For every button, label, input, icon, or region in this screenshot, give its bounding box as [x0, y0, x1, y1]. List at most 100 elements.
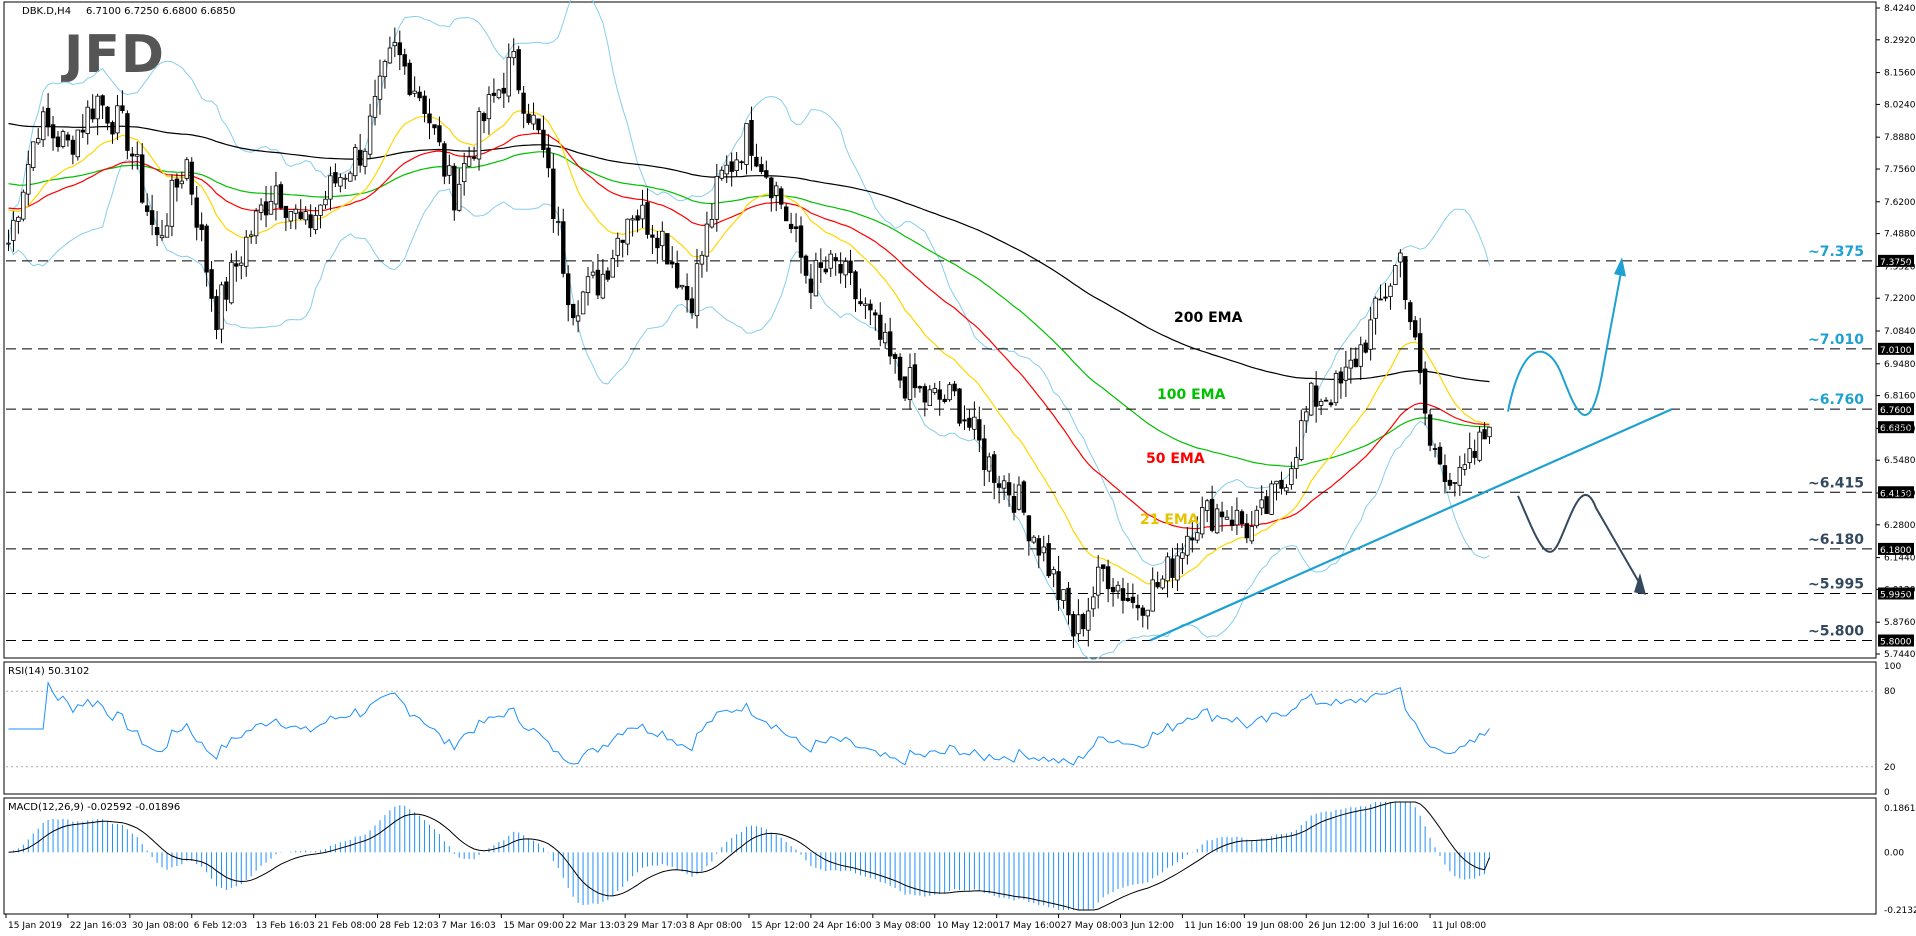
candle-body — [1195, 532, 1200, 541]
level-label: ~6.760 — [1808, 392, 1864, 408]
candle-body — [541, 129, 546, 151]
candle-body — [684, 285, 690, 301]
candle-body — [1294, 457, 1299, 469]
candle-body — [278, 184, 284, 209]
candle-body — [1214, 508, 1220, 534]
candle-body — [308, 214, 313, 229]
level-tag-text: 7.3750 — [1880, 258, 1912, 268]
price-tick-label: 7.8880 — [1884, 133, 1916, 143]
candle-body — [996, 483, 1002, 488]
time-tick-label: 8 Apr 08:00 — [689, 921, 742, 931]
bearish-arrowhead — [1634, 573, 1646, 595]
ema200-line — [8, 122, 1490, 383]
candle-body — [902, 376, 908, 399]
candle-body — [1026, 515, 1032, 542]
candle-body — [55, 136, 61, 148]
price-tick-label: 6.1440 — [1884, 554, 1916, 564]
candle-body — [362, 150, 368, 167]
candle-body — [1180, 552, 1185, 559]
pane-frames — [3, 1, 1877, 915]
candle-body — [769, 177, 774, 199]
candle-body — [833, 257, 838, 262]
candle-body — [1373, 297, 1378, 319]
candle-body — [125, 113, 130, 151]
level-tag — [1878, 342, 1914, 355]
candle-body — [575, 315, 581, 322]
candle-body — [620, 239, 625, 243]
price-tick-label: 8.1560 — [1884, 69, 1916, 79]
candle-body — [1076, 614, 1081, 635]
level-label: ~6.415 — [1808, 475, 1864, 491]
candle-body — [377, 75, 383, 100]
candle-body — [818, 262, 823, 268]
candle-body — [452, 165, 457, 211]
candle-body — [1462, 464, 1467, 470]
candle-body — [1403, 256, 1408, 300]
bullish-arrowhead — [1614, 257, 1626, 277]
candle-body — [556, 221, 561, 224]
candle-body — [1115, 584, 1121, 592]
price-tick-label: 7.0840 — [1884, 327, 1916, 337]
candle-body — [130, 153, 135, 157]
candle-body — [189, 161, 194, 195]
candle-body — [1378, 298, 1383, 301]
candle-body — [749, 120, 754, 156]
candle-body — [1254, 509, 1259, 527]
candle-body — [139, 154, 145, 203]
candle-body — [650, 234, 655, 238]
candle-body — [1031, 536, 1036, 543]
time-tick-label: 10 May 12:00 — [937, 921, 999, 931]
candle-body — [367, 115, 373, 155]
candle-body — [1457, 466, 1462, 486]
ema50-line — [8, 132, 1490, 530]
level-tag-text: 6.7600 — [1880, 406, 1912, 416]
macd-tick-label: -0.2132 — [1884, 906, 1916, 916]
candle-body — [402, 54, 407, 67]
candle-body — [229, 261, 234, 304]
rsi-line — [8, 680, 1490, 766]
candle-body — [293, 208, 298, 214]
candle-body — [1110, 586, 1116, 593]
candle-body — [273, 185, 279, 205]
level-tag — [1878, 254, 1914, 267]
candle-body — [318, 204, 323, 216]
candle-body — [1006, 482, 1012, 496]
candle-body — [352, 147, 358, 177]
candle-body — [1155, 582, 1160, 588]
candle-body — [1036, 538, 1041, 556]
candle-body — [21, 191, 26, 220]
candle-body — [224, 281, 229, 300]
candle-body — [481, 113, 487, 122]
candle-body — [447, 165, 452, 176]
candle-body — [372, 96, 378, 118]
time-tick-label: 30 Jan 08:00 — [132, 921, 189, 931]
candle-body — [486, 94, 492, 120]
candle-body — [338, 177, 343, 187]
candle-body — [248, 234, 254, 237]
candle-body — [580, 291, 586, 315]
candle-body — [1145, 609, 1150, 617]
candle-body — [962, 419, 967, 422]
time-tick-label: 15 Jan 2019 — [8, 921, 62, 931]
price-tick-label: 6.9480 — [1884, 360, 1916, 370]
time-tick-label: 15 Mar 09:00 — [503, 921, 563, 931]
rsi-label: RSI(14) 50.3102 — [8, 666, 89, 677]
candle-body — [164, 225, 170, 238]
candle-body — [892, 354, 898, 359]
candle-body — [590, 271, 596, 276]
logo: JFD — [61, 25, 165, 85]
ema100-label: 100 EMA — [1157, 387, 1226, 403]
candle-body — [1338, 371, 1344, 384]
candle-body — [709, 218, 715, 228]
candle-body — [883, 331, 888, 344]
candle-body — [1348, 359, 1353, 369]
candle-body — [813, 259, 819, 297]
bearish-path — [1517, 493, 1643, 588]
candle-body — [977, 419, 982, 441]
candle-body — [1422, 368, 1428, 414]
candle-body — [571, 303, 576, 319]
candle-body — [1269, 483, 1274, 515]
level-tag-text: 6.4150 — [1880, 489, 1912, 499]
level-tag-text: 7.0100 — [1880, 346, 1912, 356]
candle-body — [36, 138, 41, 144]
